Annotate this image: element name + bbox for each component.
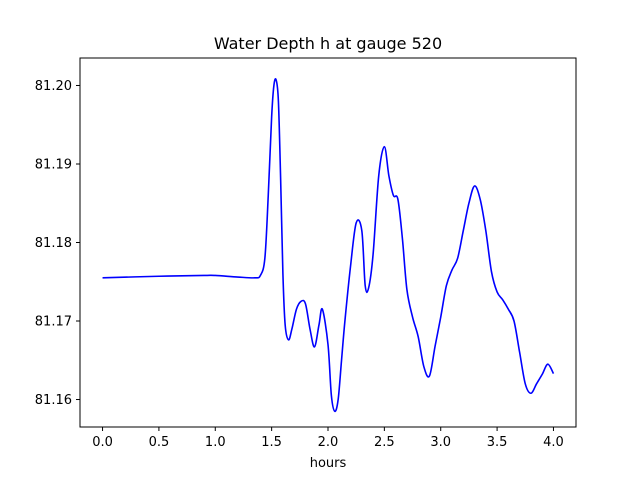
y-tick-label: 81.17 — [35, 315, 72, 330]
x-axis-label: hours — [310, 456, 347, 471]
y-tick-label: 81.19 — [35, 157, 72, 172]
x-tick-label: 1.0 — [205, 435, 226, 450]
x-tick-label: 2.0 — [318, 435, 339, 450]
x-tick-label: 2.5 — [374, 435, 395, 450]
y-tick-label: 81.16 — [35, 393, 72, 408]
x-tick-label: 4.0 — [543, 435, 564, 450]
x-tick-label: 3.0 — [430, 435, 451, 450]
plot-frame — [79, 57, 577, 428]
y-axis-ticks: 81.16 81.17 81.18 81.19 81.20 — [35, 79, 80, 408]
x-tick-label: 0.0 — [92, 435, 113, 450]
x-tick-label: 1.5 — [261, 435, 282, 450]
y-tick-label: 81.18 — [35, 236, 72, 251]
chart-title: Water Depth h at gauge 520 — [214, 34, 442, 53]
series-layer — [102, 78, 555, 413]
y-tick-label: 81.20 — [35, 79, 72, 94]
x-tick-label: 3.5 — [487, 435, 508, 450]
series-line-0 — [102, 78, 555, 413]
x-tick-label: 0.5 — [149, 435, 170, 450]
x-axis-ticks: 0.0 0.5 1.0 1.5 2.0 2.5 3.0 3.5 4.0 — [92, 427, 564, 450]
